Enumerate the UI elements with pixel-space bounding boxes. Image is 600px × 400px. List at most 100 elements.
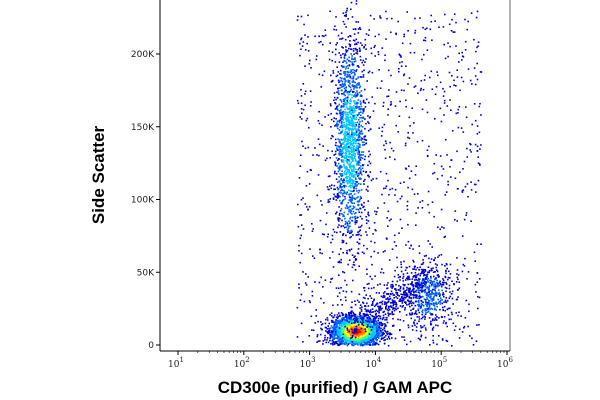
data-point — [302, 108, 305, 111]
data-point — [441, 316, 443, 318]
data-point — [340, 65, 343, 67]
data-point — [383, 187, 385, 190]
data-point — [386, 330, 389, 333]
data-point — [344, 117, 346, 120]
data-point — [343, 105, 345, 108]
data-point — [430, 323, 432, 326]
data-point — [419, 17, 421, 19]
data-point — [377, 319, 379, 322]
data-point — [334, 61, 337, 63]
data-point — [362, 336, 364, 339]
data-point — [384, 140, 387, 142]
data-point — [348, 177, 351, 179]
data-point — [359, 117, 361, 119]
data-point — [344, 334, 346, 336]
data-point — [425, 329, 427, 331]
data-point — [352, 68, 354, 71]
data-point — [349, 339, 352, 342]
data-point — [387, 225, 389, 227]
data-point — [445, 321, 447, 324]
data-point — [443, 320, 445, 322]
data-point — [373, 333, 375, 335]
data-point — [333, 184, 336, 187]
data-point — [444, 275, 446, 278]
data-point — [321, 35, 324, 37]
data-point — [355, 133, 358, 135]
data-point — [305, 284, 308, 286]
data-point — [334, 337, 336, 339]
data-point — [342, 195, 344, 197]
data-point — [424, 336, 427, 339]
data-point — [381, 324, 384, 326]
data-point — [449, 273, 452, 275]
data-point — [337, 218, 339, 221]
data-point — [342, 225, 345, 227]
data-point — [399, 329, 401, 331]
data-point — [439, 303, 442, 305]
data-point — [300, 108, 303, 110]
data-point — [331, 342, 334, 344]
data-point — [385, 325, 387, 327]
data-point — [351, 213, 353, 215]
data-point — [358, 172, 360, 175]
data-point — [339, 125, 342, 128]
data-point — [461, 59, 463, 61]
data-point — [342, 251, 344, 254]
data-point — [362, 170, 365, 173]
data-point — [339, 145, 341, 148]
data-point — [341, 213, 343, 215]
data-point — [361, 44, 363, 46]
data-point — [339, 332, 342, 334]
data-point — [362, 117, 365, 119]
data-point — [336, 337, 339, 340]
data-point — [338, 152, 340, 155]
data-point — [367, 200, 369, 202]
data-point — [350, 124, 352, 127]
data-point — [340, 179, 342, 181]
data-point — [417, 304, 419, 306]
data-point — [433, 275, 435, 278]
data-point — [333, 328, 335, 331]
data-point — [414, 285, 417, 288]
data-point — [337, 188, 340, 190]
data-point — [339, 38, 341, 40]
data-point — [344, 74, 346, 77]
data-point — [344, 329, 346, 331]
data-point — [347, 135, 349, 138]
data-point — [346, 222, 349, 225]
data-point — [332, 343, 334, 346]
data-point — [361, 251, 364, 253]
data-point — [355, 3, 358, 5]
data-point — [370, 240, 372, 243]
data-point — [436, 270, 439, 273]
data-point — [339, 199, 341, 202]
data-point — [435, 277, 437, 280]
data-point — [426, 304, 428, 307]
data-point — [353, 335, 355, 338]
data-point — [467, 68, 470, 70]
data-point — [338, 146, 340, 149]
data-point — [348, 150, 351, 153]
data-point — [350, 248, 353, 250]
data-point — [475, 16, 478, 19]
data-point — [411, 107, 413, 109]
data-point — [345, 331, 347, 333]
data-point — [344, 108, 346, 111]
data-point — [344, 102, 346, 104]
data-point — [348, 108, 351, 111]
data-point — [475, 191, 477, 193]
data-point — [354, 142, 357, 145]
data-point — [360, 211, 363, 214]
data-point — [477, 156, 479, 158]
data-point — [350, 338, 353, 340]
data-point — [336, 145, 338, 147]
data-point — [343, 112, 345, 114]
data-point — [413, 313, 416, 315]
data-point — [335, 334, 338, 336]
data-point — [342, 241, 345, 243]
data-point — [439, 301, 442, 303]
data-point — [424, 327, 427, 329]
data-point — [359, 178, 361, 180]
data-point — [296, 306, 299, 309]
data-point — [339, 73, 341, 75]
